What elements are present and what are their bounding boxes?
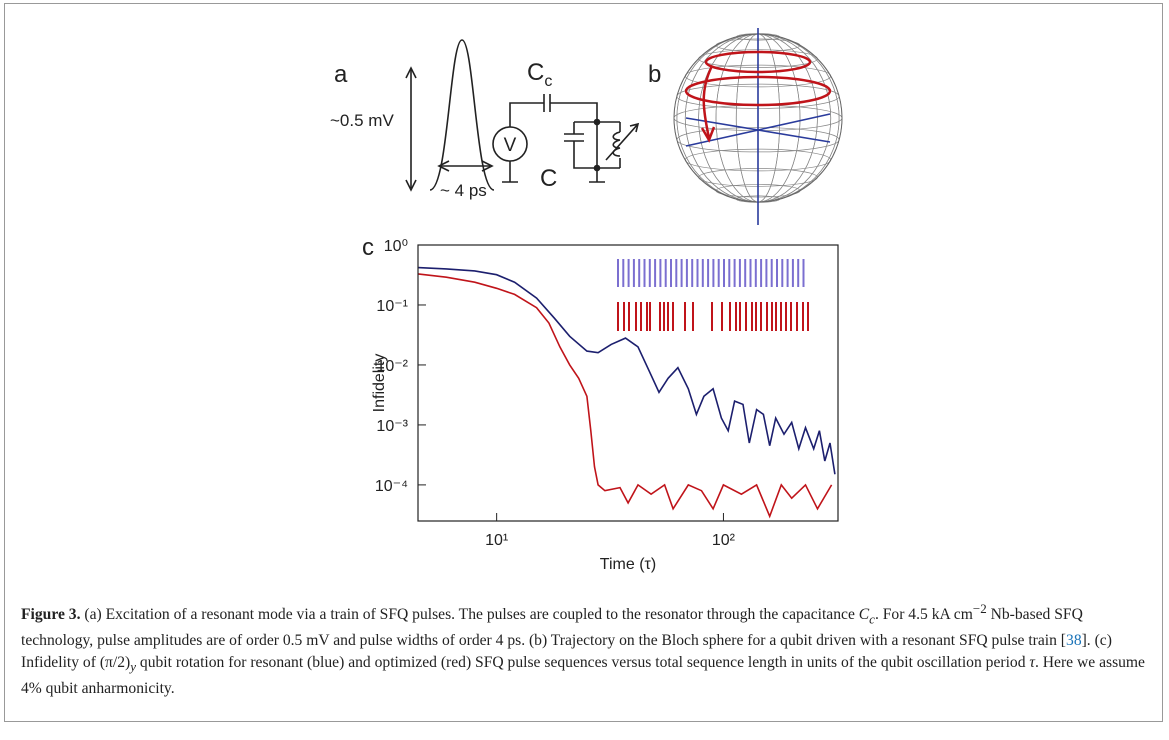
caption-text: . Here we assume 4% qubit anharmonicity.: [21, 654, 1145, 698]
plot-frame: [417, 244, 839, 522]
arrow-head: [405, 66, 417, 192]
panel-a: [405, 39, 640, 192]
caption-text: Nb-based SFQ technology, pulse amplitude…: [21, 606, 1083, 650]
panel-label: b: [648, 61, 661, 88]
series-line: [417, 266, 836, 475]
x-axis-label: Time (τ): [600, 556, 656, 573]
caption-math: τ: [1029, 654, 1035, 672]
trajectory: [684, 75, 832, 107]
caption-text: (a) Excitation of a resonant mode via a …: [80, 606, 859, 624]
inductor: [612, 131, 621, 157]
caption: Figure 3. (a) Excitation of a resonant m…: [21, 598, 1151, 700]
caption-math: y: [130, 659, 136, 675]
pulse: [429, 39, 495, 191]
capacitor-label: Cc: [527, 59, 552, 90]
figure-frame: [4, 3, 1163, 722]
node: [593, 164, 601, 172]
caption-math: (π/2): [99, 654, 131, 672]
trajectory-arrow-head: [700, 126, 716, 143]
capacitor-label: C: [540, 165, 557, 192]
y-tick-label: 10⁻⁴: [375, 478, 408, 495]
caption-math: −2: [972, 601, 987, 616]
caption-text: qubit rotation for resonant (blue) and o…: [136, 654, 1030, 672]
plot: 10⁰ 10⁻¹ 10⁻² 10⁻³ 10⁻⁴ 10¹ 10² Infidelity Time …: [371, 238, 839, 573]
y-tick-label: 10⁻¹: [376, 298, 408, 315]
source-label: V: [504, 135, 517, 156]
figure: a ~0.5 mV ~ 4 ps Cc V C b c 10⁰10⁻¹10⁻²1…: [330, 28, 843, 573]
y-tick-label: 10⁰: [384, 238, 408, 255]
series-line: [417, 273, 833, 519]
caption-text: ]. (c) Infidelity of: [21, 632, 1112, 672]
node: [593, 118, 601, 126]
wire: [502, 102, 598, 183]
tunable-arrow: [605, 122, 640, 161]
bloch-sphere: [673, 28, 843, 225]
caption-label: Figure 3.: [21, 606, 81, 624]
y-axis-label: Infidelity: [371, 354, 388, 413]
capacitor-symbol: C: [527, 59, 544, 86]
panel-label: c: [362, 234, 374, 261]
x-tick-label: 10²: [712, 532, 736, 549]
width-label: ~ 4 ps: [440, 181, 487, 200]
wire: [564, 121, 621, 183]
trajectory-arrow: [702, 65, 714, 139]
caption-math: C: [858, 606, 870, 624]
x-tick-label: 10¹: [485, 532, 508, 549]
trajectory: [704, 50, 812, 74]
y-tick-label: 10⁻²: [376, 358, 408, 375]
amplitude-label: ~0.5 mV: [330, 111, 394, 130]
caption-math: c: [869, 611, 875, 627]
capacitor-subscript: c: [544, 73, 552, 90]
caption-text: . For 4.5 kA cm: [874, 606, 973, 624]
arrow-head: [437, 160, 494, 172]
y-tick-label: 10⁻³: [376, 418, 408, 435]
reference-link[interactable]: 38: [1066, 632, 1082, 650]
panel-label: a: [334, 61, 348, 88]
